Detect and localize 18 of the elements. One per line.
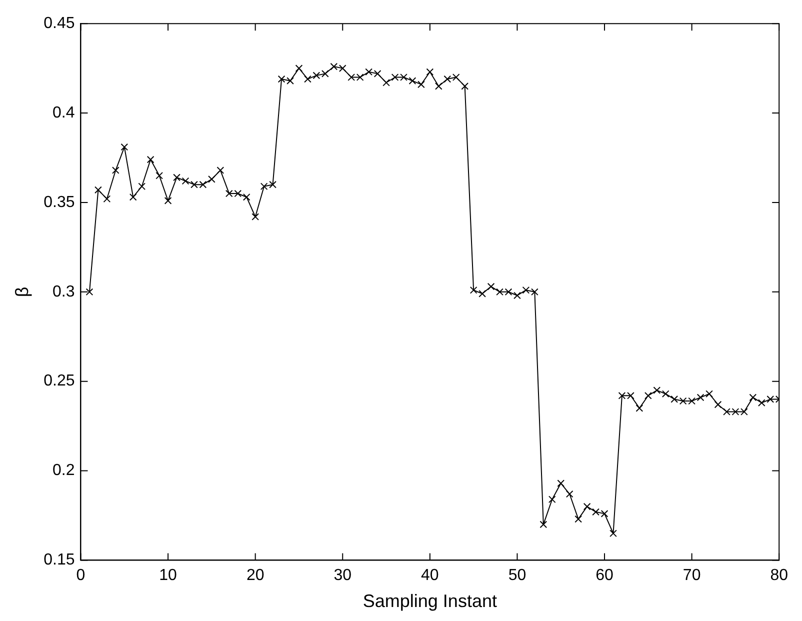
y-tick-label: 0.35	[44, 194, 75, 211]
x-tick-label: 70	[682, 567, 701, 584]
x-tick-label: 40	[421, 567, 439, 584]
x-tick-label: 10	[159, 567, 178, 584]
x-tick-label: 50	[508, 567, 526, 584]
x-tick-label: 0	[76, 567, 86, 584]
x-tick-label: 30	[334, 567, 352, 584]
y-tick-label: 0.15	[44, 552, 75, 569]
x-axis-title: Sampling Instant	[362, 591, 497, 612]
y-tick-label: 0.4	[52, 104, 75, 122]
y-tick-label: 0.3	[52, 283, 75, 300]
x-tick-label: 60	[596, 567, 614, 584]
y-tick-label: 0.45	[44, 15, 75, 32]
y-axis-title: β	[12, 286, 32, 298]
y-tick-label: 0.25	[44, 372, 75, 390]
x-tick-label: 80	[770, 567, 788, 584]
y-tick-label: 0.2	[52, 462, 75, 480]
x-tick-label: 20	[246, 567, 264, 584]
